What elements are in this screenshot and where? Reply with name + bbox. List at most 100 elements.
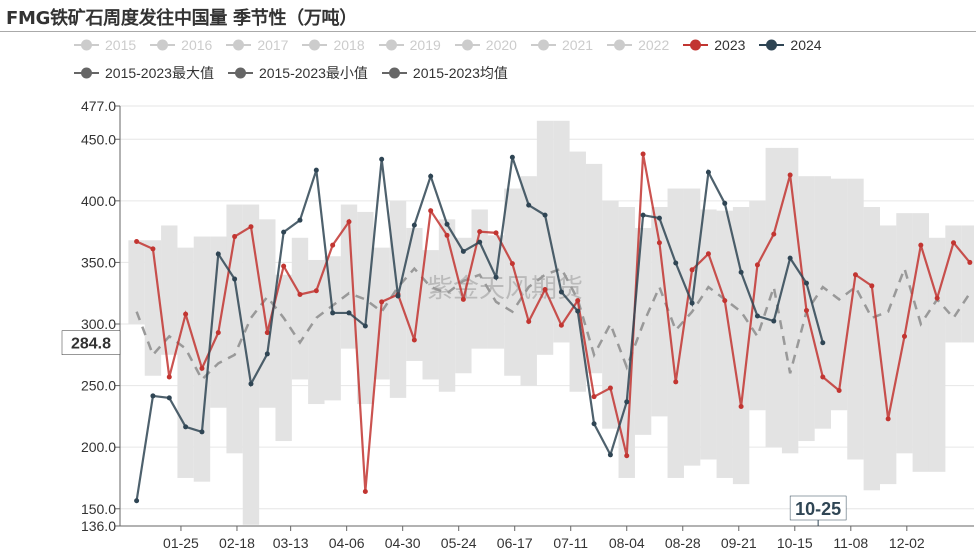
data-point[interactable]	[575, 308, 581, 314]
data-point[interactable]	[166, 374, 172, 380]
data-point[interactable]	[281, 263, 287, 269]
data-point[interactable]	[460, 248, 466, 254]
data-point[interactable]	[526, 202, 532, 208]
data-point[interactable]	[264, 351, 270, 357]
data-point[interactable]	[771, 318, 777, 324]
data-point[interactable]	[934, 295, 940, 301]
legend-item-2017[interactable]: 2017	[226, 37, 288, 53]
data-point[interactable]	[542, 287, 548, 293]
data-point[interactable]	[330, 242, 336, 248]
data-point[interactable]	[591, 394, 597, 400]
data-point[interactable]	[640, 151, 646, 157]
data-point[interactable]	[379, 156, 385, 162]
data-point[interactable]	[248, 224, 254, 230]
data-point[interactable]	[803, 307, 809, 313]
legend-item-2015-2023最大值[interactable]: 2015-2023最大值	[74, 63, 214, 83]
data-point[interactable]	[477, 239, 483, 245]
data-point[interactable]	[689, 267, 695, 273]
data-point[interactable]	[771, 231, 777, 237]
data-point[interactable]	[346, 219, 352, 225]
data-point[interactable]	[787, 172, 793, 178]
data-point[interactable]	[215, 251, 221, 257]
data-point[interactable]	[428, 173, 434, 179]
data-point[interactable]	[232, 234, 238, 240]
legend-item-2024[interactable]: 2024	[759, 37, 822, 53]
data-point[interactable]	[754, 313, 760, 319]
data-point[interactable]	[689, 300, 695, 306]
data-point[interactable]	[705, 169, 711, 175]
data-point[interactable]	[134, 238, 140, 244]
data-point[interactable]	[951, 240, 957, 246]
data-point[interactable]	[232, 276, 238, 282]
data-point[interactable]	[558, 322, 564, 328]
data-point[interactable]	[542, 212, 548, 218]
data-point[interactable]	[738, 404, 744, 410]
data-point[interactable]	[656, 215, 662, 221]
legend-item-2016[interactable]: 2016	[150, 37, 212, 53]
data-point[interactable]	[526, 319, 532, 325]
data-point[interactable]	[901, 333, 907, 339]
legend-item-2020[interactable]: 2020	[454, 37, 517, 53]
data-point[interactable]	[444, 232, 450, 238]
data-point[interactable]	[281, 229, 287, 235]
data-point[interactable]	[330, 310, 336, 316]
data-point[interactable]	[183, 311, 189, 317]
data-point[interactable]	[836, 388, 842, 394]
data-point[interactable]	[379, 299, 385, 305]
data-point[interactable]	[215, 330, 221, 336]
data-point[interactable]	[673, 260, 679, 266]
data-point[interactable]	[411, 337, 417, 343]
data-point[interactable]	[264, 330, 270, 336]
data-point[interactable]	[820, 374, 826, 380]
data-point[interactable]	[395, 293, 401, 299]
legend-item-2015-2023最小值[interactable]: 2015-2023最小值	[227, 63, 368, 83]
data-point[interactable]	[640, 212, 646, 218]
data-point[interactable]	[362, 489, 368, 495]
data-point[interactable]	[313, 288, 319, 294]
data-point[interactable]	[199, 365, 205, 371]
legend-item-2018[interactable]: 2018	[302, 37, 365, 53]
data-point[interactable]	[869, 283, 875, 289]
legend-item-2015-2023均值[interactable]: 2015-2023均值	[381, 63, 508, 83]
data-point[interactable]	[150, 246, 156, 252]
data-point[interactable]	[754, 262, 760, 268]
data-point[interactable]	[313, 167, 319, 173]
data-point[interactable]	[852, 272, 858, 278]
data-point[interactable]	[509, 261, 515, 267]
legend-item-2023[interactable]: 2023	[683, 37, 745, 53]
data-point[interactable]	[509, 154, 515, 160]
data-point[interactable]	[738, 269, 744, 275]
data-point[interactable]	[346, 310, 352, 316]
data-point[interactable]	[428, 208, 434, 214]
data-point[interactable]	[134, 498, 140, 504]
data-point[interactable]	[820, 340, 826, 346]
data-point[interactable]	[477, 229, 483, 235]
data-point[interactable]	[787, 255, 793, 261]
data-point[interactable]	[248, 381, 254, 387]
data-point[interactable]	[673, 379, 679, 385]
data-point[interactable]	[967, 259, 973, 265]
data-point[interactable]	[722, 200, 728, 206]
data-point[interactable]	[493, 274, 499, 280]
data-point[interactable]	[166, 395, 172, 401]
data-point[interactable]	[199, 429, 205, 435]
legend-item-2015[interactable]: 2015	[74, 37, 136, 53]
data-point[interactable]	[297, 217, 303, 223]
legend-item-2022[interactable]: 2022	[607, 37, 669, 53]
data-point[interactable]	[607, 452, 613, 458]
legend-item-2021[interactable]: 2021	[530, 37, 593, 53]
data-point[interactable]	[803, 280, 809, 286]
data-point[interactable]	[918, 242, 924, 248]
data-point[interactable]	[656, 240, 662, 246]
data-point[interactable]	[411, 222, 417, 228]
data-point[interactable]	[575, 298, 581, 304]
data-point[interactable]	[150, 393, 156, 399]
data-point[interactable]	[722, 298, 728, 304]
data-point[interactable]	[624, 453, 630, 459]
data-point[interactable]	[558, 289, 564, 295]
data-point[interactable]	[183, 424, 189, 430]
data-point[interactable]	[705, 251, 711, 257]
data-point[interactable]	[607, 385, 613, 391]
data-point[interactable]	[297, 291, 303, 297]
data-point[interactable]	[493, 230, 499, 236]
